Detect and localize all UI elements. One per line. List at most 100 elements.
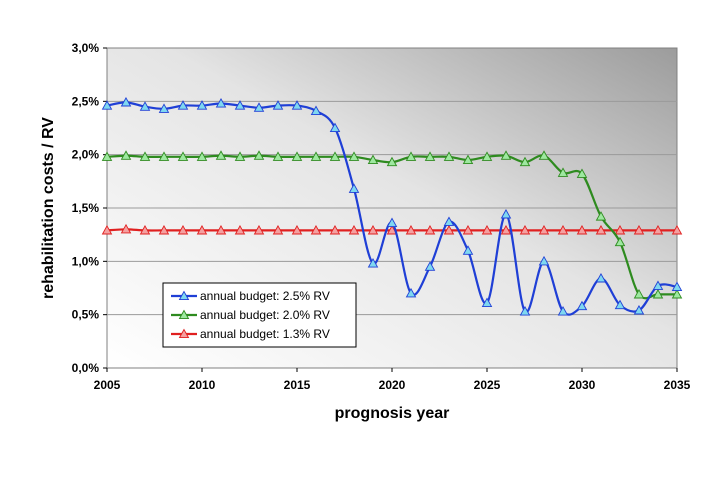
data-point xyxy=(462,245,474,255)
data-point xyxy=(158,224,170,235)
data-point xyxy=(272,224,284,235)
y-axis-title: rehabilitation costs / RV xyxy=(40,117,57,299)
data-point xyxy=(386,156,398,167)
data-point xyxy=(424,224,436,235)
data-point xyxy=(576,300,588,311)
data-point xyxy=(196,100,208,110)
data-point xyxy=(310,151,322,161)
x-axis-ticks: 2005 2010 2015 2020 2025 2030 2035 xyxy=(94,368,691,392)
data-point xyxy=(595,224,607,235)
data-point xyxy=(519,156,531,167)
data-point xyxy=(462,154,474,165)
data-point xyxy=(253,224,265,235)
data-point xyxy=(614,236,626,247)
y-axis-ticks: 0,0% 0,5% 1,0% 1,5% 2,0% 2,5% 3,0% xyxy=(72,41,107,375)
data-point xyxy=(272,151,284,161)
data-point xyxy=(595,211,607,221)
data-point xyxy=(291,151,303,161)
data-point xyxy=(177,224,189,235)
data-point xyxy=(500,224,512,235)
data-point xyxy=(481,297,493,307)
y-tick-label: 1,0% xyxy=(72,254,100,268)
data-point xyxy=(215,224,227,235)
data-point xyxy=(652,224,664,235)
data-point xyxy=(139,101,151,111)
data-point xyxy=(500,208,512,219)
x-tick-label: 2025 xyxy=(474,378,501,392)
data-point xyxy=(234,151,246,161)
data-point xyxy=(329,122,341,133)
data-point xyxy=(538,150,550,160)
data-point xyxy=(101,100,113,110)
data-point xyxy=(367,154,379,165)
data-point xyxy=(234,224,246,235)
data-point xyxy=(443,216,455,226)
x-axis-title: prognosis year xyxy=(335,405,450,422)
data-point xyxy=(367,224,379,235)
data-point xyxy=(234,100,246,110)
data-point xyxy=(424,261,436,271)
data-point xyxy=(215,98,227,108)
data-point xyxy=(576,168,588,178)
legend-marker xyxy=(178,290,190,301)
x-tick-label: 2020 xyxy=(379,378,406,392)
series-2 xyxy=(101,150,683,300)
data-point xyxy=(253,150,265,160)
data-point xyxy=(671,281,683,291)
data-point xyxy=(614,299,626,310)
data-point xyxy=(291,224,303,235)
series-group xyxy=(101,96,683,316)
y-tick-label: 3,0% xyxy=(72,41,100,55)
y-tick-label: 2,0% xyxy=(72,148,100,162)
data-point xyxy=(405,224,417,235)
data-point xyxy=(253,102,265,112)
data-point xyxy=(310,224,322,235)
data-point xyxy=(576,224,588,235)
data-point xyxy=(538,255,550,266)
data-point xyxy=(272,100,284,110)
data-point xyxy=(405,151,417,161)
data-point xyxy=(291,100,303,110)
data-point xyxy=(633,288,645,299)
data-point xyxy=(215,150,227,160)
legend-label: annual budget: 2.0% RV xyxy=(200,308,330,322)
data-point xyxy=(348,183,360,193)
x-tick-label: 2005 xyxy=(94,378,121,392)
data-point xyxy=(158,151,170,161)
x-tick-label: 2030 xyxy=(569,378,596,392)
data-point xyxy=(177,100,189,110)
data-point xyxy=(405,287,417,298)
data-point xyxy=(614,224,626,235)
data-point xyxy=(139,224,151,235)
data-point xyxy=(443,151,455,161)
data-point xyxy=(633,304,645,315)
legend-label: annual budget: 2.5% RV xyxy=(200,289,330,303)
data-point xyxy=(196,224,208,235)
data-point xyxy=(481,224,493,235)
data-point xyxy=(500,150,512,160)
data-point xyxy=(671,288,683,299)
data-point xyxy=(367,258,379,268)
data-point xyxy=(424,151,436,161)
data-point xyxy=(386,217,398,227)
data-point xyxy=(557,306,569,316)
legend: annual budget: 2.5% RV annual budget: 2.0… xyxy=(162,282,357,348)
data-point xyxy=(348,224,360,235)
data-point xyxy=(443,224,455,235)
x-tick-label: 2015 xyxy=(284,378,311,392)
series-1 xyxy=(101,96,683,316)
data-point xyxy=(329,224,341,235)
data-point xyxy=(329,151,341,161)
data-point xyxy=(120,223,132,234)
data-point xyxy=(519,306,531,316)
data-point xyxy=(538,224,550,235)
y-tick-label: 2,5% xyxy=(72,94,100,108)
data-point xyxy=(671,224,683,235)
y-tick-label: 0,5% xyxy=(72,308,100,322)
data-point xyxy=(633,224,645,235)
data-point xyxy=(519,224,531,235)
data-point xyxy=(595,272,607,283)
x-tick-label: 2035 xyxy=(664,378,691,392)
x-tick-label: 2010 xyxy=(189,378,216,392)
